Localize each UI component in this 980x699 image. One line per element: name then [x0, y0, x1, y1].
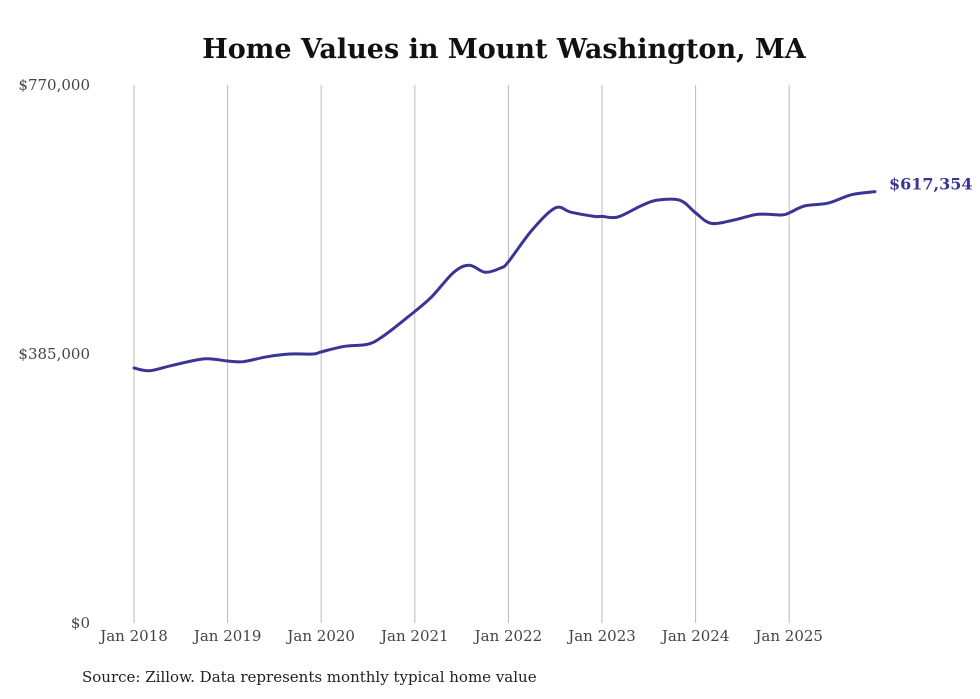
x-tick-label: Jan 2023: [566, 627, 636, 645]
x-tick-label: Jan 2019: [192, 627, 262, 645]
x-axis: Jan 2018 Jan 2019 Jan 2020 Jan 2021 Jan 2022…: [98, 627, 823, 645]
grid-lines: [133, 85, 790, 623]
x-tick-label: Jan 2022: [473, 627, 543, 645]
x-tick-label: Jan 2021: [379, 627, 449, 645]
x-tick-label: Jan 2018: [98, 627, 168, 645]
x-tick-label: Jan 2020: [285, 627, 355, 645]
x-tick-label: Jan 2025: [753, 627, 823, 645]
end-value-label: $617,354: [889, 175, 973, 194]
y-tick-label: $0: [71, 614, 90, 632]
y-tick-label: $385,000: [18, 345, 90, 363]
chart-title: Home Values in Mount Washington, MA: [202, 34, 806, 65]
y-tick-label: $770,000: [18, 76, 90, 94]
series-line: [132, 190, 877, 373]
source-note: Source: Zillow. Data represents monthly …: [82, 668, 537, 686]
y-axis: $0 $385,000 $770,000: [18, 76, 90, 632]
x-tick-label: Jan 2024: [660, 627, 730, 645]
